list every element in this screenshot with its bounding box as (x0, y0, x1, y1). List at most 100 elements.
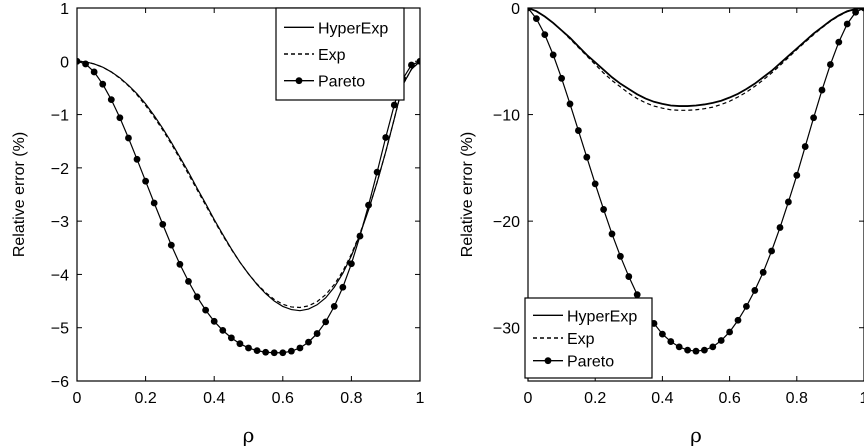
x-tick-label: 0.2 (584, 390, 606, 407)
series-group (528, 8, 864, 355)
data-point-pareto (591, 180, 599, 188)
x-axis-label: ρ (243, 423, 255, 447)
data-point-pareto (558, 74, 565, 82)
data-point-pareto (701, 346, 708, 354)
data-point-pareto (549, 51, 557, 59)
data-point-pareto (835, 38, 843, 46)
series-line-hyperexp (528, 8, 864, 107)
data-point-pareto (751, 287, 759, 294)
data-point-pareto (633, 291, 641, 299)
legend: HyperExp Exp Pareto (275, 7, 405, 101)
data-point-pareto (675, 343, 683, 351)
y-tick-label: −20 (493, 214, 520, 231)
data-point-pareto (382, 134, 390, 141)
x-tick-label: 0.2 (134, 390, 156, 407)
data-point-pareto (416, 57, 420, 65)
data-point-pareto (202, 306, 210, 314)
data-point-pareto (408, 61, 415, 69)
data-point-pareto (270, 349, 278, 357)
x-tick-label: 0.6 (718, 390, 740, 407)
data-point-pareto (801, 143, 809, 150)
legend-label: Pareto (318, 74, 365, 91)
data-point-pareto (262, 348, 270, 356)
data-point-pareto (330, 303, 338, 310)
data-point-pareto (709, 343, 717, 351)
data-point-pareto (852, 8, 859, 16)
data-point-pareto (390, 101, 398, 109)
data-point-pareto (827, 61, 834, 68)
data-point-pareto (793, 171, 801, 179)
data-point-pareto (541, 31, 549, 39)
data-point-pareto (99, 80, 107, 88)
series-line-exp (77, 60, 420, 309)
data-point-pareto (90, 68, 98, 76)
data-point-pareto (759, 268, 767, 276)
data-point-pareto (843, 20, 851, 28)
data-point-pareto (176, 260, 184, 268)
data-point-pareto (348, 260, 355, 268)
data-point-pareto (608, 230, 616, 238)
data-point-pareto (150, 199, 158, 207)
data-point-pareto (322, 318, 330, 326)
legend-box (275, 7, 405, 101)
x-tick-label: 0 (524, 390, 533, 407)
y-tick-label: −3 (51, 214, 69, 231)
data-point-pareto (219, 326, 227, 334)
data-point-pareto (159, 220, 167, 228)
data-point-pareto (305, 338, 312, 346)
data-point-pareto (236, 340, 244, 348)
legend-label: Exp (567, 331, 595, 348)
y-tick-label: −6 (51, 374, 69, 391)
data-point-pareto (125, 134, 132, 142)
data-point-pareto (77, 57, 81, 65)
data-point-pareto (210, 317, 218, 325)
data-point-pareto (776, 224, 784, 231)
data-point-pareto (82, 60, 89, 68)
data-point-pareto (768, 247, 775, 255)
chart-panel-2: 0 0.2 0.4 0.6 0.8 1 −30 −20 −10 0 ρ Relative error … (459, 1, 864, 447)
data-point-pareto (726, 328, 733, 336)
y-tick-label: −2 (51, 161, 69, 178)
series-line-exp (528, 8, 864, 111)
data-point-pareto (365, 201, 372, 209)
data-point-pareto (625, 273, 633, 280)
chart-panel-1: 0 0.2 0.4 0.6 0.8 1 −6 −5 −4 −3 −2 −1 0 1 ρ Relative er… (11, 1, 425, 447)
data-point-pareto (860, 8, 864, 12)
y-tick-label: 1 (60, 1, 69, 18)
x-tick-label: 0 (73, 390, 82, 407)
data-point-pareto (734, 316, 742, 324)
data-point-pareto (253, 347, 261, 355)
x-tick-label: 0.4 (651, 390, 673, 407)
data-point-pareto (659, 330, 666, 338)
x-tick-label: 1 (860, 390, 864, 407)
x-tick-label: 1 (416, 390, 425, 407)
legend-marker (544, 357, 552, 365)
y-tick-label: 0 (60, 54, 69, 71)
data-point-pareto (692, 347, 700, 355)
data-point-pareto (583, 153, 591, 161)
y-tick-label: 0 (511, 1, 520, 18)
data-point-pareto (227, 334, 235, 342)
y-tick-label: −10 (493, 108, 520, 125)
data-point-pareto (142, 177, 150, 185)
legend: HyperExp Exp Pareto (524, 297, 653, 379)
y-tick-label: −4 (51, 267, 69, 284)
data-point-pareto (279, 349, 287, 357)
y-axis-label: Relative error (%) (459, 132, 476, 257)
data-point-pareto (818, 86, 826, 94)
y-tick-label: −5 (51, 321, 69, 338)
x-tick-label: 0.4 (203, 390, 225, 407)
data-point-pareto (667, 338, 675, 345)
data-point-pareto (600, 206, 607, 213)
data-point-pareto (287, 347, 295, 355)
legend-label: Pareto (567, 354, 614, 371)
data-point-pareto (743, 303, 750, 310)
data-point-pareto (193, 293, 201, 301)
data-point-pareto (296, 344, 304, 352)
data-point-pareto (107, 96, 115, 104)
data-point-pareto (575, 127, 582, 134)
legend-label: HyperExp (318, 20, 388, 37)
data-point-pareto (339, 283, 347, 291)
data-point-pareto (717, 337, 725, 344)
